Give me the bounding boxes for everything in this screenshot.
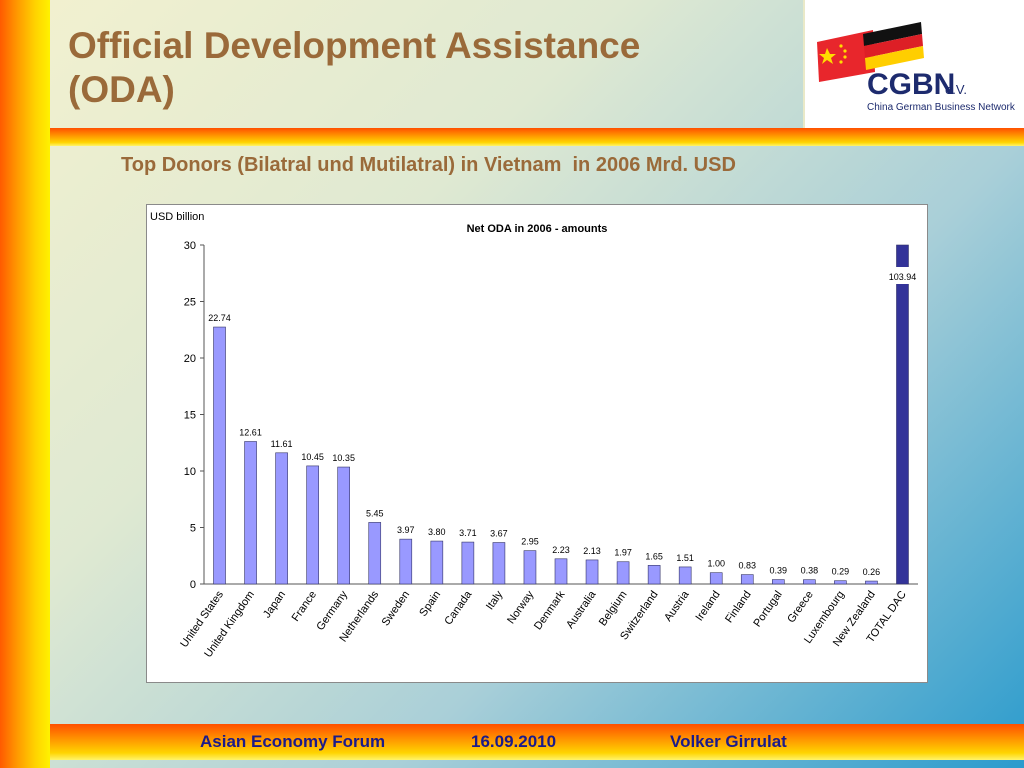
value-label: 0.38 <box>801 566 819 576</box>
bar <box>523 550 537 585</box>
x-tick-label: Italy <box>484 588 506 612</box>
header-accent-bar <box>50 128 1024 146</box>
bar <box>709 572 723 585</box>
x-tick-label: Denmark <box>532 588 568 632</box>
x-tick-label: Spain <box>417 589 443 619</box>
value-label: 1.97 <box>614 548 632 558</box>
footer-author: Volker Girrulat <box>670 732 787 751</box>
chart-axes: 0 5 10 15 20 25 30 <box>184 240 918 591</box>
slide-title: Official Development Assistance (ODA) <box>68 24 640 112</box>
slide-subtitle: Top Donors (Bilatral und Mutilatral) in … <box>121 154 736 176</box>
value-label: 0.39 <box>770 566 788 576</box>
value-label: 10.35 <box>332 453 355 463</box>
x-tick-label: Australia <box>564 588 599 631</box>
value-label: 10.45 <box>301 452 324 462</box>
bar <box>213 326 226 585</box>
chart-bars <box>213 244 909 585</box>
footer-date: 16.09.2010 <box>471 732 557 751</box>
chart-title: Net ODA in 2006 - amounts <box>467 223 608 235</box>
bar <box>865 580 878 585</box>
bar <box>647 565 661 585</box>
value-label: 0.83 <box>738 561 756 571</box>
footer-accent-bar <box>50 724 1024 760</box>
bar <box>803 579 816 585</box>
value-label: 2.95 <box>521 537 539 547</box>
cgbn-logo-graphic: CGBN e.V. China German Business Network <box>817 22 1016 113</box>
oda-bar-chart: USD billion Net ODA in 2006 - amounts 0 5… <box>150 211 921 660</box>
bar <box>368 522 382 585</box>
x-tick-label: Ireland <box>694 589 723 623</box>
bar <box>461 541 475 585</box>
value-label: 1.65 <box>645 551 663 561</box>
x-tick-label: Austria <box>662 588 692 624</box>
value-label: 1.00 <box>707 559 725 569</box>
bar <box>306 465 319 585</box>
bar <box>337 466 350 585</box>
value-label: 5.45 <box>366 508 384 518</box>
x-tick-label: Canada <box>442 588 474 627</box>
value-label: 3.71 <box>459 528 477 538</box>
value-label: 11.61 <box>271 439 293 449</box>
bar <box>492 542 506 585</box>
value-label: 12.61 <box>239 428 262 438</box>
oda-chart-frame: USD billion Net ODA in 2006 - amounts 0 5… <box>146 204 928 683</box>
y-tick-label: 0 <box>190 579 196 591</box>
y-tick-label: 5 <box>190 523 196 535</box>
value-label: 2.13 <box>583 546 601 556</box>
value-label: 103.94 <box>889 272 917 282</box>
x-tick-label: Japan <box>261 589 288 620</box>
x-tick-label: Sweden <box>380 589 413 628</box>
x-tick-label: Finland <box>723 589 754 625</box>
china-flag-icon <box>817 30 875 82</box>
bar <box>585 559 599 585</box>
logo-tagline: China German Business Network <box>867 102 1016 113</box>
y-tick-label: 25 <box>184 297 196 309</box>
bar <box>430 540 444 585</box>
value-label: 1.51 <box>676 553 694 563</box>
left-accent-bar <box>0 0 50 768</box>
bar <box>554 558 568 585</box>
y-tick-label: 15 <box>184 410 196 422</box>
x-tick-label: Greece <box>785 589 816 625</box>
value-label: 3.97 <box>397 525 415 535</box>
y-tick-label: 30 <box>184 240 196 252</box>
bar <box>244 441 257 585</box>
value-label: 22.74 <box>208 313 231 323</box>
y-tick-label: 10 <box>184 466 196 478</box>
value-label: 2.23 <box>552 545 570 555</box>
bar <box>399 538 413 585</box>
x-tick-label: Portugal <box>751 589 784 629</box>
x-tick-label: Belgium <box>597 589 630 628</box>
bar <box>896 244 909 585</box>
logo-wordmark: CGBN <box>867 68 955 101</box>
x-tick-label: France <box>290 589 319 624</box>
cgbn-logo: CGBN e.V. China German Business Network <box>803 0 1024 128</box>
value-label: 3.80 <box>428 527 446 537</box>
bar <box>740 574 754 585</box>
bar <box>678 566 692 585</box>
bar <box>772 579 785 585</box>
x-tick-label: Norway <box>505 588 537 626</box>
bar <box>834 580 847 585</box>
value-label: 3.67 <box>490 529 508 539</box>
germany-flag-icon <box>863 22 924 70</box>
slide-title-line2: (ODA) <box>68 69 175 110</box>
value-label: 0.26 <box>863 567 881 577</box>
logo-suffix: e.V. <box>945 82 967 97</box>
bar <box>275 452 288 585</box>
bar <box>616 561 630 585</box>
value-label: 0.29 <box>832 567 850 577</box>
value-label-background <box>884 267 921 284</box>
slide-title-line1: Official Development Assistance <box>68 25 641 66</box>
footer-event: Asian Economy Forum <box>200 732 386 751</box>
y-axis-label: USD billion <box>150 211 204 223</box>
y-tick-label: 20 <box>184 353 196 365</box>
